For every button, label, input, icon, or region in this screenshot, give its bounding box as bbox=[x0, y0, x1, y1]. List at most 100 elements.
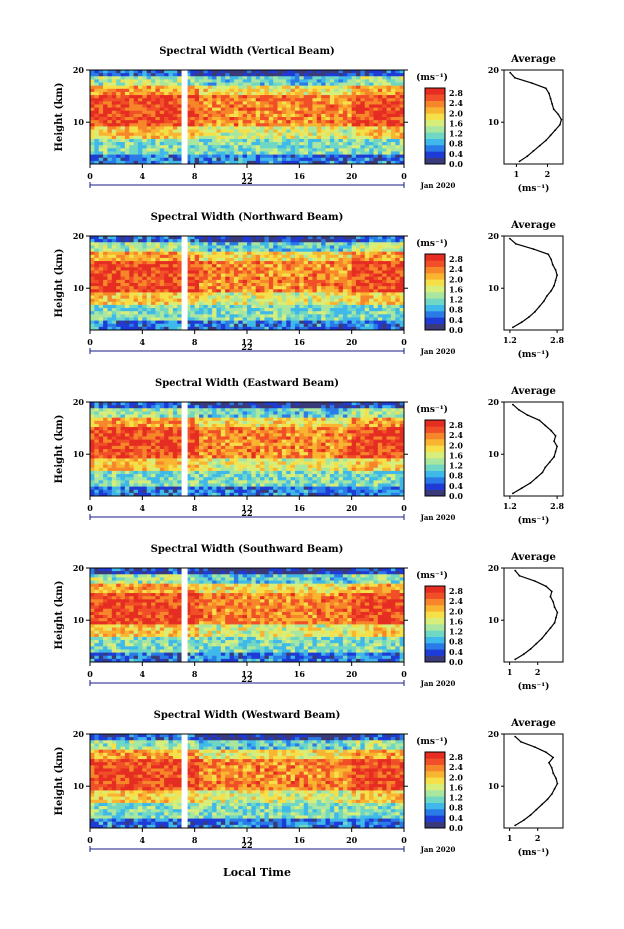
profile-x-axis-title: (ms⁻¹) bbox=[518, 681, 550, 692]
x-tick-label: 4 bbox=[140, 669, 146, 679]
x-tick-label: 12 bbox=[241, 835, 252, 845]
panel-title: Spectral Width (Eastward Beam) bbox=[155, 378, 339, 389]
month-label: Jan 2020 bbox=[420, 845, 456, 854]
colorbar-unit: (ms⁻¹) bbox=[416, 72, 448, 83]
colorbar-tick-label: 1.6 bbox=[449, 782, 463, 792]
profile-y-tick-label: 10 bbox=[488, 283, 500, 293]
colorbar-swatch bbox=[425, 764, 445, 772]
profile-y-tick-label: 20 bbox=[488, 397, 500, 407]
profile-x-tick-label: 1 bbox=[507, 833, 513, 843]
profile-x-tick-label: 1 bbox=[507, 667, 513, 677]
x-tick-label: 20 bbox=[346, 669, 358, 679]
profile-point bbox=[522, 819, 525, 822]
profile-point bbox=[514, 76, 516, 79]
profile-point bbox=[509, 237, 511, 240]
profile-y-tick-label: 20 bbox=[488, 65, 500, 75]
colorbar-tick-label: 2.0 bbox=[449, 440, 463, 450]
profile-y-tick-label: 10 bbox=[488, 449, 500, 459]
colorbar-swatch bbox=[425, 279, 445, 286]
profile-point bbox=[535, 642, 538, 645]
profile-point bbox=[541, 637, 543, 640]
colorbar-tick-label: 2.8 bbox=[449, 420, 463, 430]
colorbar-swatch bbox=[425, 649, 445, 656]
colorbar-unit: (ms⁻¹) bbox=[416, 736, 448, 747]
profile-frame bbox=[503, 401, 564, 497]
profile-point bbox=[553, 621, 556, 624]
colorbar-swatch bbox=[425, 292, 445, 299]
profile-point bbox=[514, 824, 517, 827]
profile-point bbox=[522, 653, 525, 656]
colorbar-swatch bbox=[425, 311, 445, 318]
profile-point bbox=[554, 450, 557, 453]
colorbar-swatch bbox=[425, 157, 445, 165]
colorbar-swatch bbox=[425, 432, 445, 440]
colorbar-tick-label: 2.4 bbox=[449, 762, 463, 772]
colorbar-swatch bbox=[425, 586, 445, 593]
profile-point bbox=[550, 793, 553, 795]
colorbar-swatch bbox=[425, 655, 445, 663]
x-tick-label: 12 bbox=[241, 669, 252, 679]
profile-y-tick-label: 20 bbox=[488, 729, 500, 739]
profile-point bbox=[557, 113, 560, 116]
profile-y-tick-label: 20 bbox=[488, 563, 500, 573]
profile-point bbox=[545, 585, 547, 588]
colorbar-frame bbox=[424, 419, 446, 497]
x-tick-label: 16 bbox=[294, 503, 306, 513]
data-gap bbox=[181, 236, 188, 330]
colorbar-frame bbox=[424, 87, 446, 165]
x-tick-label: 0 bbox=[401, 669, 407, 679]
profile-line bbox=[509, 238, 558, 328]
x-tick-label: 20 bbox=[346, 835, 358, 845]
x-tick-label: 0 bbox=[401, 171, 407, 181]
colorbar-swatch bbox=[425, 796, 445, 803]
colorbar-tick-label: 0.4 bbox=[449, 813, 463, 823]
colorbar-swatch bbox=[425, 273, 445, 280]
colorbar-tick-label: 1.2 bbox=[449, 793, 463, 803]
profile-point bbox=[538, 144, 541, 147]
profile-x-axis-title: (ms⁻¹) bbox=[518, 847, 550, 858]
colorbar-tick-label: 2.0 bbox=[449, 108, 463, 118]
x-tick-label: 16 bbox=[294, 171, 306, 181]
day-label: 22 bbox=[241, 508, 252, 518]
profile-line bbox=[509, 72, 563, 162]
x-tick-label: 0 bbox=[401, 835, 407, 845]
profile-point bbox=[529, 814, 532, 816]
x-tick-label: 16 bbox=[294, 669, 306, 679]
colorbar-swatch bbox=[425, 451, 445, 459]
profile-point bbox=[559, 123, 561, 126]
colorbar-swatch bbox=[425, 636, 445, 644]
y-axis-title: Height (km) bbox=[54, 415, 65, 484]
profile-y-tick-label: 10 bbox=[488, 615, 500, 625]
day-label: 22 bbox=[241, 176, 252, 186]
profile-y-tick-label: 10 bbox=[488, 781, 500, 791]
colorbar-swatch bbox=[425, 630, 445, 637]
profile-x-tick-label: 1 bbox=[514, 169, 520, 179]
profile-point bbox=[555, 616, 557, 619]
day-label: 22 bbox=[241, 674, 252, 684]
colorbar-swatch bbox=[425, 426, 445, 433]
colorbar-tick-label: 0.4 bbox=[449, 647, 463, 657]
profile-point bbox=[526, 155, 529, 158]
profile-point bbox=[552, 108, 555, 111]
colorbar-tick-label: 0.8 bbox=[449, 637, 463, 647]
profile-x-tick-label: 2 bbox=[535, 833, 541, 843]
profile-line bbox=[514, 570, 559, 660]
colorbar-unit: (ms⁻¹) bbox=[416, 404, 448, 415]
colorbar-tick-label: 2.4 bbox=[449, 264, 463, 274]
profile-point bbox=[556, 445, 558, 448]
profile-point bbox=[553, 606, 556, 609]
profile-point bbox=[549, 97, 552, 100]
colorbar-unit: (ms⁻¹) bbox=[416, 238, 448, 249]
month-label: Jan 2020 bbox=[420, 679, 456, 688]
y-axis-title: Height (km) bbox=[54, 83, 65, 152]
profile-point bbox=[535, 808, 538, 811]
x-tick-label: 8 bbox=[192, 503, 198, 513]
profile-x-axis-title: (ms⁻¹) bbox=[518, 183, 550, 194]
x-tick-label: 4 bbox=[140, 835, 146, 845]
data-gap bbox=[181, 734, 188, 828]
x-tick-label: 16 bbox=[294, 835, 306, 845]
colorbar-swatch bbox=[425, 611, 445, 618]
x-tick-label: 12 bbox=[241, 503, 252, 513]
colorbar-swatch bbox=[425, 323, 445, 331]
